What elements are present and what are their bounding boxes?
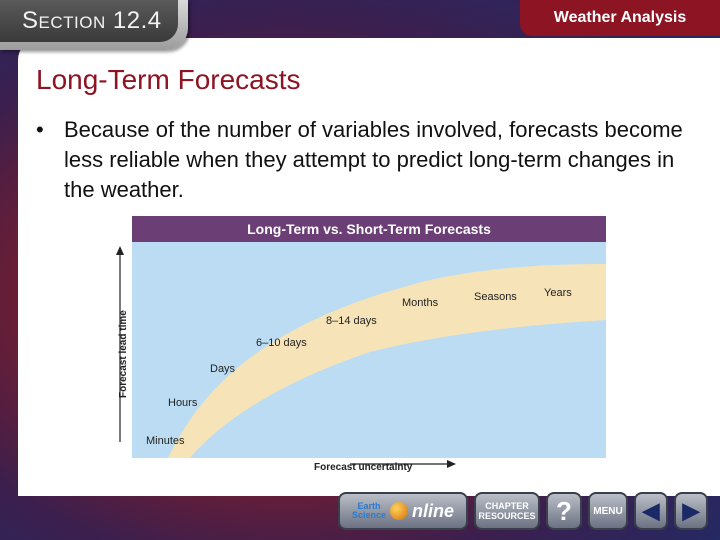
earth-label: Earth: [357, 501, 381, 511]
forecast-figure: Forecast lead time Forecast uncertainty …: [116, 242, 606, 473]
figure-title: Long-Term vs. Short-Term Forecasts: [247, 221, 491, 237]
stage-label-6-10-days: 6–10 days: [256, 337, 307, 349]
stage-label-seasons: Seasons: [474, 291, 517, 303]
next-slide-button[interactable]: ▶: [674, 492, 708, 530]
bottom-navigation: Earth Science nline CHAPTER RESOURCES ? …: [338, 488, 720, 534]
globe-icon: [390, 502, 408, 520]
help-button[interactable]: ?: [546, 492, 582, 530]
figure-title-bar: Long-Term vs. Short-Term Forecasts: [132, 216, 606, 242]
bullet-point: • Because of the number of variables invo…: [36, 115, 696, 205]
bullet-text: Because of the number of variables invol…: [64, 117, 683, 202]
x-axis-arrowhead: [447, 460, 456, 468]
menu-label: MENU: [593, 505, 623, 517]
stage-label-months: Months: [402, 297, 439, 309]
online-label: nline: [412, 500, 455, 521]
stage-label-days: Days: [210, 363, 236, 375]
bullet-marker: •: [36, 117, 44, 142]
uncertainty-band: [168, 264, 606, 458]
section-tab: Section 12.4: [0, 0, 188, 50]
previous-slide-button[interactable]: ◀: [634, 492, 668, 530]
stage-label-minutes: Minutes: [146, 435, 185, 447]
y-axis-arrowhead: [116, 246, 124, 255]
chapter-label: CHAPTER: [485, 501, 529, 511]
y-axis-label: Forecast lead time: [118, 310, 129, 398]
stage-label-hours: Hours: [168, 397, 198, 409]
stage-label-8-14-days: 8–14 days: [326, 315, 377, 327]
earth-science-online-button[interactable]: Earth Science nline: [338, 492, 468, 530]
question-mark-icon: ?: [556, 495, 572, 526]
earth-science-logo: Earth Science: [352, 502, 386, 520]
chapter-resources-button[interactable]: CHAPTER RESOURCES: [474, 492, 540, 530]
header-title: Weather Analysis: [553, 9, 687, 26]
slide-title: Long-Term Forecasts: [36, 64, 301, 95]
stage-label-years: Years: [544, 287, 572, 299]
section-label: Section 12.4: [22, 7, 162, 34]
science-label: Science: [351, 510, 386, 520]
header-box: Weather Analysis: [520, 0, 720, 36]
x-axis-label: Forecast uncertainty: [314, 462, 413, 473]
menu-button[interactable]: MENU: [588, 492, 628, 530]
arrow-left-icon: ◀: [642, 498, 660, 523]
arrow-right-icon: ▶: [682, 498, 700, 523]
resources-label: RESOURCES: [478, 511, 536, 521]
